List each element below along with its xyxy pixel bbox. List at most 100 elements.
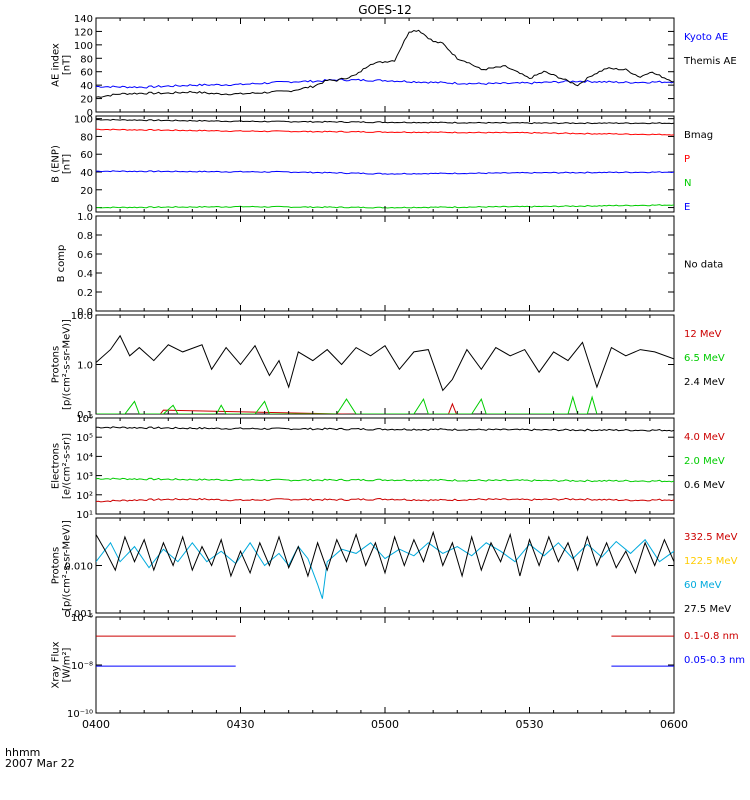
panel-frame xyxy=(95,17,675,113)
panel-7: 10⁻¹⁰ 10⁻⁸ 10⁻⁶ Xray Flux [W/m²] 0.1-0.8 nm 0.… xyxy=(51,613,746,720)
y-axis-label-line: [p/(cm²-s-sr-MeV)] xyxy=(62,319,73,410)
series-line xyxy=(159,402,457,414)
legend-entry: 60 MeV xyxy=(684,580,722,591)
series-line xyxy=(96,538,674,599)
y-axis-label-line: AE index xyxy=(51,43,62,87)
y-tick-label: 80 xyxy=(80,54,93,65)
y-axis-label-line: Xray Flux xyxy=(51,641,62,688)
y-axis-label-line: Electrons xyxy=(51,443,62,489)
date-label: 2007 Mar 22 xyxy=(5,757,75,770)
y-tick-label: 10³ xyxy=(76,472,93,483)
legend-entry: 0.1-0.8 nm xyxy=(684,631,739,642)
x-tick-label: 0500 xyxy=(371,718,399,731)
series-line xyxy=(96,334,674,392)
y-axis-label-line: [p/(cm²-s-sr-MeV)] xyxy=(62,520,73,611)
y-tick-label: 120 xyxy=(74,27,93,38)
y-tick-label: 10⁻⁸ xyxy=(71,661,93,672)
y-tick-label: 80 xyxy=(80,132,93,143)
y-tick-label: 10⁶ xyxy=(76,414,93,425)
panel-1: 0 20 40 60 80 100 120 140 AE index [nT] Kyoto AE Th… xyxy=(51,14,737,119)
series-line xyxy=(96,395,598,414)
y-axis-label-line: B comp xyxy=(56,245,67,283)
y-tick-label: 60 xyxy=(80,150,93,161)
y-tick-label: 60 xyxy=(80,68,93,79)
legend-entry: 12 MeV xyxy=(684,329,722,340)
panel-frame xyxy=(95,215,675,312)
y-tick-label: 10⁴ xyxy=(76,452,93,463)
y-tick-label: 100 xyxy=(74,115,93,126)
y-tick-label: 0.6 xyxy=(77,250,93,261)
y-tick-label: 10² xyxy=(76,491,93,502)
series-line xyxy=(96,477,674,483)
legend-entry: 0.6 MeV xyxy=(684,480,725,491)
series-line xyxy=(96,78,674,89)
y-axis-label-line: [nT] xyxy=(62,55,73,75)
legend-entry: N xyxy=(684,178,691,189)
legend-entry: 122.5 MeV xyxy=(684,556,738,567)
y-tick-label: 0 xyxy=(87,108,93,119)
y-tick-label: 1.0 xyxy=(77,212,93,223)
legend-entry: 2.0 MeV xyxy=(684,456,725,467)
series-line xyxy=(96,29,674,98)
x-tick-label: 0530 xyxy=(516,718,544,731)
y-axis-label: AE index [nT] xyxy=(51,43,73,87)
y-axis-label-line: Protons xyxy=(51,547,62,584)
legend-entry: P xyxy=(684,154,690,165)
y-tick-label: 10⁻⁶ xyxy=(71,613,93,624)
y-tick-label: 10⁵ xyxy=(76,433,93,444)
y-tick-label: 0.2 xyxy=(77,288,93,299)
y-axis-label: Xray Flux [W/m²] xyxy=(51,641,73,688)
y-tick-label: 0.001 xyxy=(64,609,93,620)
y-tick-label: 0.1 xyxy=(77,410,93,421)
y-axis-label: Electrons [e/(cm²-s-sr)] xyxy=(51,433,73,499)
y-tick-label: 0 xyxy=(87,204,93,215)
y-tick-label: 0.0 xyxy=(77,307,93,318)
x-tick-label: 0400 xyxy=(82,718,110,731)
panel-frame xyxy=(95,616,675,714)
y-tick-label: 10¹ xyxy=(76,510,93,521)
legend-entry: 4.0 MeV xyxy=(684,432,725,443)
series-line xyxy=(96,530,674,578)
legend-entry: 2.4 MeV xyxy=(684,377,725,388)
y-tick-label: 0.4 xyxy=(77,269,93,280)
legend-entry: 27.5 MeV xyxy=(684,604,731,615)
time-axis-label: hhmm xyxy=(5,746,40,759)
y-axis-label-line: [nT] xyxy=(62,154,73,174)
series-line xyxy=(96,118,674,125)
y-tick-label: 10.0 xyxy=(71,311,93,322)
y-tick-label: 40 xyxy=(80,168,93,179)
legend-entry: Bmag xyxy=(684,130,713,141)
y-tick-label: 10⁻¹⁰ xyxy=(67,709,93,720)
y-axis-label: Protons [p/(cm²-s-sr-MeV)] xyxy=(51,520,73,611)
y-tick-label: 0.010 xyxy=(64,562,93,573)
panel-frame xyxy=(95,517,675,614)
y-axis-label: Protons [p/(cm²-s-sr-MeV)] xyxy=(51,319,73,410)
legend-entry: Themis AE xyxy=(683,56,737,67)
plot-title: GOES-12 xyxy=(358,3,412,17)
legend-entry: 6.5 MeV xyxy=(684,353,725,364)
y-axis-label-line: Protons xyxy=(51,346,62,383)
y-axis-label-line: [W/m²] xyxy=(62,647,73,682)
series-line xyxy=(96,426,674,432)
panel-frame xyxy=(95,314,675,415)
legend-entry: 0.05-0.3 nm xyxy=(684,655,745,666)
series-line xyxy=(96,170,674,175)
y-tick-label: 140 xyxy=(74,14,93,25)
legend-entry: E xyxy=(684,202,690,213)
y-tick-label: 100 xyxy=(74,41,93,52)
series-line xyxy=(96,128,674,136)
y-tick-label: 40 xyxy=(80,81,93,92)
series-line xyxy=(96,497,674,503)
y-tick-label: 20 xyxy=(80,186,93,197)
y-axis-label: B comp xyxy=(56,245,67,283)
panel-3: 0.0 0.2 0.4 0.6 0.8 1.0 B comp No data xyxy=(56,212,723,318)
x-tick-label: 0430 xyxy=(227,718,255,731)
y-tick-label: 1.0 xyxy=(77,361,93,372)
legend-entry: Kyoto AE xyxy=(684,32,728,43)
legend-entry: 332.5 MeV xyxy=(684,532,738,543)
x-tick-label: 0600 xyxy=(660,718,688,731)
